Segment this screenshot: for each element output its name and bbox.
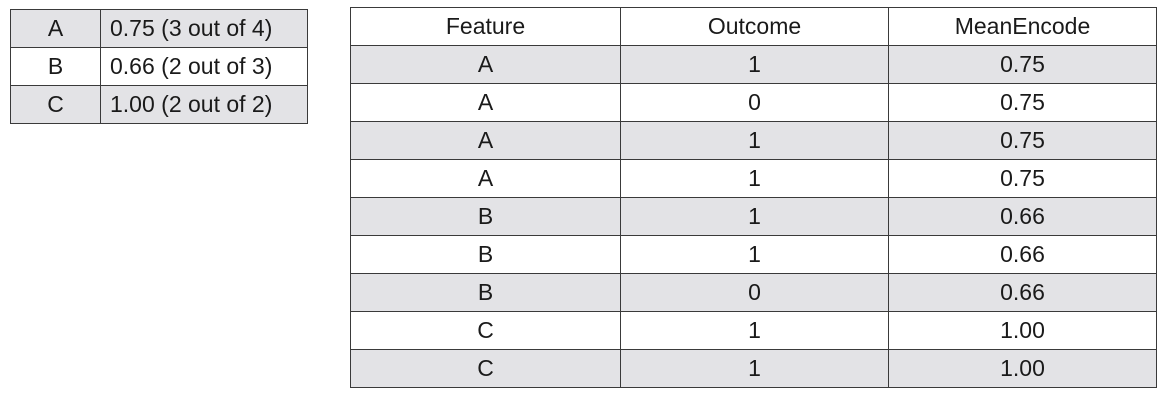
summary-row: A 0.75 (3 out of 4) [10, 9, 308, 48]
meanencode-cell: 0.66 [888, 197, 1157, 236]
summary-key: C [10, 85, 101, 124]
outcome-cell: 1 [620, 159, 889, 198]
summary-key: B [10, 47, 101, 86]
column-header-feature: Feature [350, 7, 621, 46]
column-header-outcome: Outcome [620, 7, 889, 46]
feature-cell: B [350, 235, 621, 274]
table-row: A 1 0.75 [350, 121, 1157, 160]
table-row: A 1 0.75 [350, 159, 1157, 198]
outcome-cell: 1 [620, 235, 889, 274]
summary-value: 0.66 (2 out of 3) [100, 47, 308, 86]
feature-cell: A [350, 83, 621, 122]
outcome-cell: 0 [620, 83, 889, 122]
summary-value: 1.00 (2 out of 2) [100, 85, 308, 124]
meanencode-cell: 1.00 [888, 349, 1157, 388]
meanencode-cell: 0.75 [888, 159, 1157, 198]
feature-cell: A [350, 45, 621, 84]
outcome-cell: 0 [620, 273, 889, 312]
summary-value: 0.75 (3 out of 4) [100, 9, 308, 48]
table-row: B 1 0.66 [350, 197, 1157, 236]
meanencode-cell: 1.00 [888, 311, 1157, 350]
meanencode-cell: 0.75 [888, 45, 1157, 84]
outcome-cell: 1 [620, 121, 889, 160]
meanencode-cell: 0.75 [888, 121, 1157, 160]
table-row: B 0 0.66 [350, 273, 1157, 312]
table-row: A 1 0.75 [350, 45, 1157, 84]
table-header-row: Feature Outcome MeanEncode [350, 7, 1157, 46]
outcome-cell: 1 [620, 45, 889, 84]
feature-cell: B [350, 197, 621, 236]
table-row: B 1 0.66 [350, 235, 1157, 274]
meanencode-cell: 0.66 [888, 273, 1157, 312]
table-row: A 0 0.75 [350, 83, 1157, 122]
mean-encoding-summary-table: A 0.75 (3 out of 4) B 0.66 (2 out of 3) … [10, 9, 308, 124]
feature-cell: A [350, 159, 621, 198]
column-header-meanencode: MeanEncode [888, 7, 1157, 46]
feature-cell: C [350, 311, 621, 350]
summary-row: C 1.00 (2 out of 2) [10, 85, 308, 124]
feature-outcome-table: Feature Outcome MeanEncode A 1 0.75 A 0 … [350, 7, 1157, 388]
outcome-cell: 1 [620, 197, 889, 236]
feature-cell: C [350, 349, 621, 388]
meanencode-cell: 0.66 [888, 235, 1157, 274]
summary-key: A [10, 9, 101, 48]
table-row: C 1 1.00 [350, 311, 1157, 350]
outcome-cell: 1 [620, 349, 889, 388]
feature-cell: B [350, 273, 621, 312]
feature-cell: A [350, 121, 621, 160]
summary-row: B 0.66 (2 out of 3) [10, 47, 308, 86]
meanencode-cell: 0.75 [888, 83, 1157, 122]
outcome-cell: 1 [620, 311, 889, 350]
table-row: C 1 1.00 [350, 349, 1157, 388]
